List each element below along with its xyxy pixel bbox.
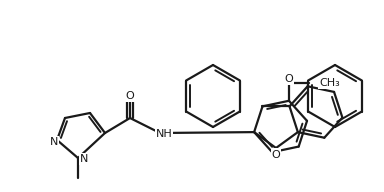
Text: O: O xyxy=(271,150,280,160)
Text: N: N xyxy=(50,137,58,147)
Text: CH₃: CH₃ xyxy=(319,78,340,88)
Text: O: O xyxy=(271,149,280,159)
Text: O: O xyxy=(126,91,134,101)
Text: O: O xyxy=(285,74,293,84)
Text: N: N xyxy=(80,154,88,164)
Text: NH: NH xyxy=(156,129,172,139)
